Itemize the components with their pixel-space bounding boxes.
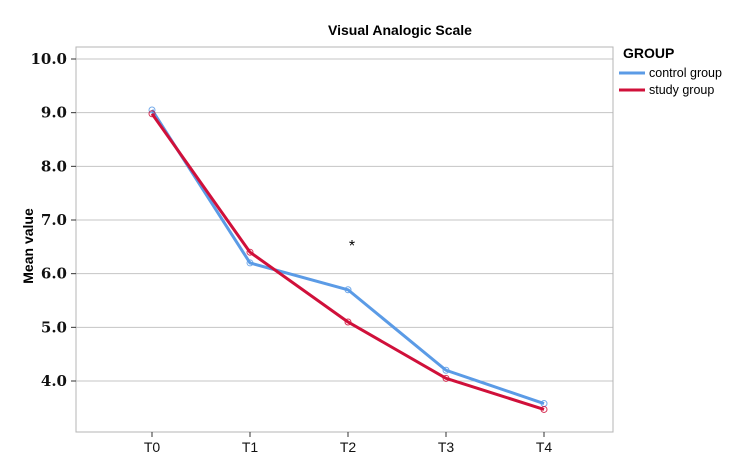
series-line [150, 112, 545, 411]
data-point [246, 248, 254, 256]
data-point [540, 405, 548, 413]
data-point [246, 259, 254, 267]
legend-label: study group [649, 83, 714, 97]
data-point [148, 110, 156, 118]
gridlines [76, 58, 613, 382]
y-axis-label: Mean value [20, 208, 36, 284]
y-tick-label: 6.0 [41, 265, 67, 283]
data-point [344, 286, 352, 294]
significance-annotation: * [349, 238, 355, 255]
x-tick-label: T0 [144, 439, 161, 455]
legend: GROUP control group study group [619, 45, 722, 97]
data-point [344, 318, 352, 326]
legend-label: control group [649, 66, 722, 80]
data-point [148, 106, 156, 114]
plot-frame [75, 46, 614, 433]
y-tick-label: 4.0 [41, 372, 67, 390]
y-tick-label: 5.0 [41, 318, 67, 336]
series-control-group [148, 106, 548, 408]
x-tick-label: T4 [536, 439, 553, 455]
x-tick-label: T3 [438, 439, 455, 455]
y-tick-label: 10.0 [30, 50, 67, 68]
data-point [442, 366, 450, 374]
data-point [442, 374, 450, 382]
y-tick-label: 9.0 [41, 104, 67, 122]
series-line [150, 109, 545, 405]
y-axis: 4.0 5.0 6.0 7.0 8.0 9.0 10.0 [30, 50, 76, 390]
series-study-group [148, 110, 548, 413]
x-axis: T0 T1 T2 T3 T4 [144, 432, 553, 455]
y-tick-label: 8.0 [41, 157, 67, 175]
legend-title: GROUP [623, 45, 674, 61]
chart-title: Visual Analogic Scale [328, 22, 472, 38]
x-tick-label: T2 [340, 439, 357, 455]
x-tick-label: T1 [242, 439, 259, 455]
series-layer [148, 106, 548, 413]
y-tick-label: 7.0 [41, 211, 67, 229]
